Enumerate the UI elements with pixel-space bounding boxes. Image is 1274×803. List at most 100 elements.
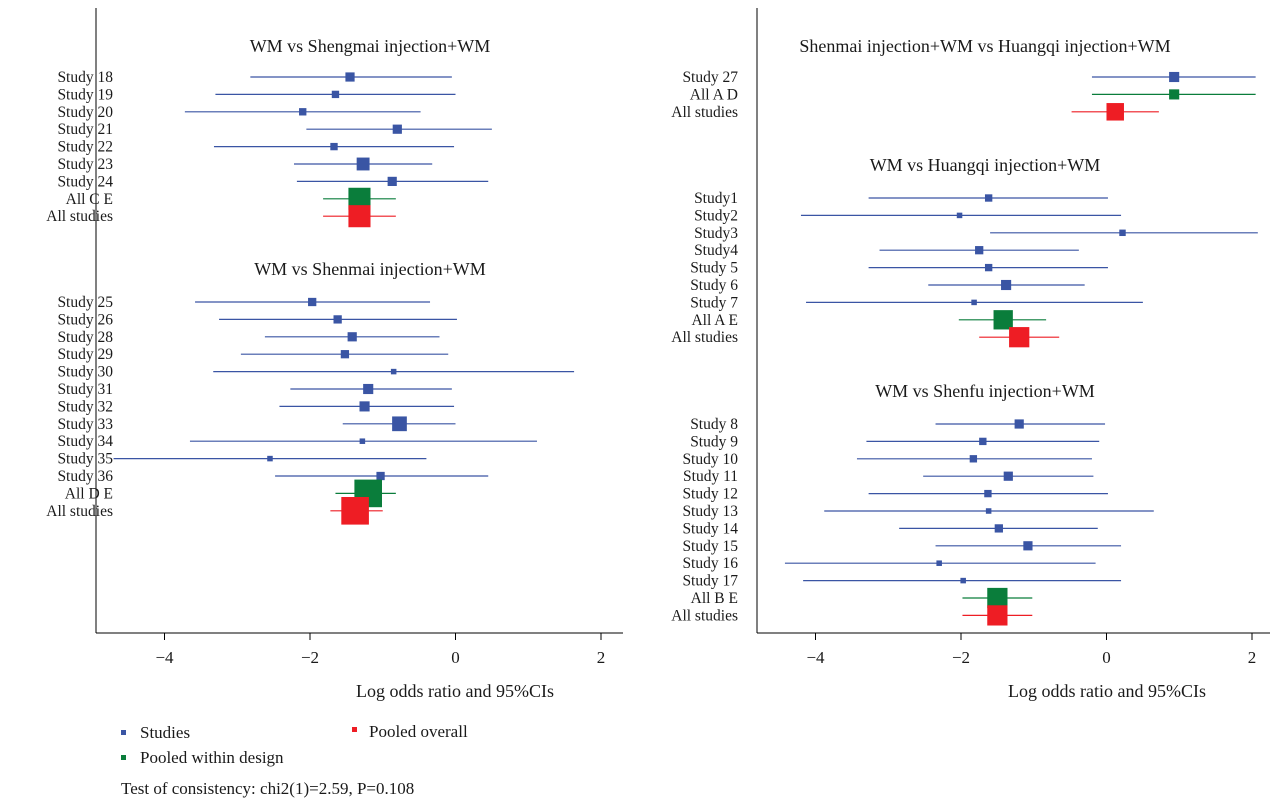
x-tick-label: −2 (952, 648, 970, 667)
row-label: Study 9 (690, 433, 738, 450)
row-label: Study 11 (683, 468, 738, 485)
x-tick-label: 0 (451, 648, 460, 667)
row-label: Study 32 (57, 398, 113, 415)
row-label: Study 30 (57, 364, 113, 381)
x-tick-label: −2 (301, 648, 319, 667)
legend-pooled-within-label: Pooled within design (140, 748, 284, 767)
panel-title: Shenmai injection+WM vs Huangqi injectio… (799, 36, 1170, 56)
row-label: Study3 (694, 225, 738, 242)
left-x-ticks: −4 −2 0 2 (155, 633, 605, 667)
study-estimate-marker (956, 212, 963, 219)
study-estimate-marker (345, 72, 355, 82)
study-estimate-marker (340, 350, 350, 359)
row-label: Study 17 (682, 573, 738, 590)
within-estimate-marker (1169, 89, 1180, 100)
row-label: All A E (691, 312, 738, 329)
study-estimate-marker (359, 438, 366, 444)
legend-pooled-within-marker (121, 755, 126, 760)
study-estimate-marker (960, 577, 966, 584)
study-estimate-marker (387, 176, 397, 186)
overall-estimate-marker (348, 205, 371, 228)
study-estimate-marker (359, 401, 370, 412)
study-estimate-marker (330, 142, 338, 151)
panel-title: WM vs Huangqi injection+WM (870, 155, 1101, 175)
row-label: Study4 (694, 242, 738, 259)
within-estimate-marker (348, 187, 371, 210)
study-estimate-marker (267, 455, 273, 462)
row-label: Study 23 (57, 156, 113, 173)
legend-pooled-overall-label: Pooled overall (369, 722, 468, 741)
row-label: Study1 (694, 190, 738, 207)
within-estimate-marker (993, 310, 1013, 330)
study-estimate-marker (333, 315, 342, 324)
row-label: Study 21 (57, 121, 113, 138)
row-label: Study 33 (57, 416, 113, 433)
overall-estimate-marker (341, 497, 369, 525)
row-label: All B E (691, 590, 738, 607)
study-estimate-marker (985, 508, 992, 514)
legend: Studies Pooled overall Pooled within des… (121, 722, 468, 767)
overall-estimate-marker (1009, 327, 1030, 348)
row-label: All studies (671, 607, 738, 624)
row-label: Study 22 (57, 139, 113, 156)
study-estimate-marker (971, 299, 977, 306)
consistency-test-footer: Test of consistency: chi2(1)=2.59, P=0.1… (121, 779, 414, 798)
x-tick-label: 2 (597, 648, 606, 667)
study-estimate-marker (1169, 71, 1180, 83)
study-estimate-marker (376, 471, 385, 481)
overall-estimate-marker (1106, 103, 1124, 121)
study-estimate-marker (984, 194, 993, 202)
row-label: Study 34 (57, 433, 113, 450)
study-estimate-marker (969, 455, 978, 463)
row-label: All studies (46, 208, 113, 225)
within-estimate-marker (987, 587, 1008, 609)
x-tick-label: −4 (806, 648, 825, 667)
row-label: Study 26 (57, 311, 113, 328)
study-estimate-marker (1119, 229, 1126, 237)
row-label: Study 7 (690, 294, 738, 311)
study-estimate-marker (308, 297, 317, 307)
row-label: Study2 (694, 207, 738, 224)
panel-title: WM vs Shengmai injection+WM (250, 36, 491, 56)
x-tick-label: 0 (1102, 648, 1111, 667)
row-label: Study 24 (57, 173, 113, 190)
study-estimate-marker (1023, 541, 1033, 551)
row-label: Study 14 (682, 520, 738, 537)
study-estimate-marker (984, 489, 992, 498)
study-estimate-marker (1014, 419, 1024, 429)
right-x-axis-label: Log odds ratio and 95%CIs (1008, 681, 1206, 701)
study-estimate-marker (363, 383, 374, 395)
study-estimate-marker (331, 90, 340, 99)
row-label: All A D (690, 86, 738, 103)
right-forest-marks: Shenmai injection+WM vs Huangqi injectio… (671, 36, 1258, 626)
legend-pooled-overall-marker (352, 727, 357, 732)
panel-title: WM vs Shenmai injection+WM (254, 259, 486, 279)
row-label: Study 31 (57, 381, 113, 398)
right-chart: −4 −2 0 2 Shenmai injection+WM vs Huangqi i… (671, 8, 1270, 701)
left-chart: −4 −2 0 2 WM vs Shengmai injection+WM Study … (46, 8, 623, 701)
study-estimate-marker (975, 246, 984, 255)
study-estimate-marker (984, 263, 993, 272)
x-tick-label: −4 (155, 648, 174, 667)
row-label: Study 27 (682, 69, 738, 86)
study-estimate-marker (356, 157, 370, 171)
overall-estimate-marker (987, 605, 1008, 626)
row-label: Study 20 (57, 104, 113, 121)
study-estimate-marker (392, 124, 402, 134)
row-label: Study 29 (57, 346, 113, 363)
row-label: Study 10 (682, 451, 738, 468)
legend-studies-marker (121, 730, 126, 735)
row-label: Study 36 (57, 468, 113, 485)
row-label: All D E (65, 485, 113, 502)
row-label: Study 12 (682, 486, 738, 503)
row-label: Study 8 (690, 416, 738, 433)
legend-studies-label: Studies (140, 723, 190, 742)
panel-title: WM vs Shenfu injection+WM (875, 381, 1095, 401)
row-label: Study 15 (682, 538, 738, 555)
row-label: Study 35 (57, 451, 113, 468)
study-estimate-marker (1001, 279, 1012, 291)
study-estimate-marker (936, 560, 942, 566)
row-label: Study 28 (57, 329, 113, 346)
